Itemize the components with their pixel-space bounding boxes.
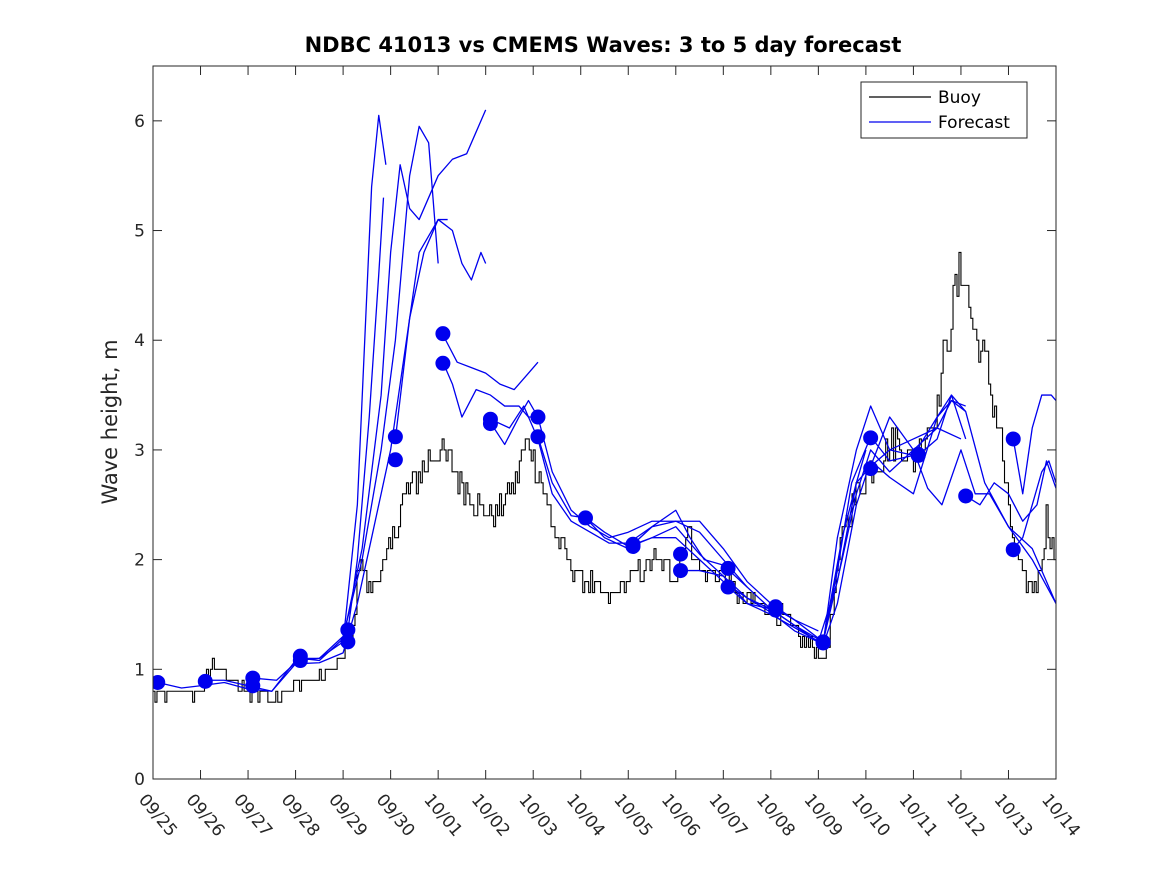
forecast-series-line-1: [157, 218, 487, 692]
y-tick-label: 1: [134, 660, 145, 680]
forecast-series-line-9: [489, 399, 748, 588]
y-tick-label: 2: [134, 551, 145, 571]
legend-buoy-label: Buoy: [938, 88, 981, 108]
y-tick-label: 5: [134, 222, 145, 242]
forecast-series-line-20: [965, 460, 1056, 522]
forecast-series-line-3: [252, 109, 487, 681]
forecast-start-marker: [245, 678, 261, 694]
y-tick-label: 6: [134, 112, 145, 132]
forecast-start-marker: [482, 416, 498, 432]
forecast-series-line-10: [490, 405, 772, 610]
y-tick-label: 4: [134, 331, 145, 351]
forecast-series-line-22: [1012, 460, 1056, 550]
forecast-start-marker: [530, 429, 546, 445]
forecast-start-marker: [815, 635, 831, 651]
forecast-start-marker: [387, 429, 403, 445]
y-axis-label: Wave height, m: [98, 339, 122, 504]
forecast-series-line-7: [442, 334, 539, 391]
y-tick-label: 0: [134, 770, 145, 790]
forecast-series-line-18: [870, 394, 967, 467]
forecast-start-marker: [435, 326, 451, 342]
forecast-start-marker: [197, 673, 213, 689]
forecast-start-marker: [292, 653, 308, 669]
y-tick-label: 3: [134, 441, 145, 461]
forecast-start-marker: [863, 430, 879, 446]
forecast-start-marker: [768, 602, 784, 618]
legend: Buoy Forecast: [860, 81, 1028, 139]
forecast-start-marker: [958, 488, 974, 504]
plot-area: [153, 109, 1056, 703]
forecast-start-marker: [863, 461, 879, 477]
forecast-start-marker: [910, 447, 926, 463]
forecast-series-line-6: [394, 218, 448, 440]
legend-box: [860, 81, 1028, 139]
data-layer: [153, 109, 1056, 703]
forecast-start-marker: [577, 510, 593, 526]
axes-box: [152, 65, 1057, 780]
forecast-start-marker: [720, 579, 736, 595]
forecast-start-marker: [435, 355, 451, 371]
forecast-series-line-4: [300, 114, 387, 659]
forecast-start-marker: [1005, 542, 1021, 558]
forecast-series-line-11: [537, 436, 819, 632]
forecast-start-marker: [625, 538, 641, 554]
forecast-start-marker: [673, 563, 689, 579]
chart-title: NDBC 41013 vs CMEMS Waves: 3 to 5 day fo…: [305, 33, 902, 57]
forecast-start-marker: [340, 634, 356, 650]
forecast-start-marker: [1005, 431, 1021, 447]
forecast-start-marker: [673, 546, 689, 562]
forecast-start-marker: [153, 674, 166, 690]
legend-forecast-label: Forecast: [938, 113, 1010, 133]
forecast-series-line-21: [1012, 394, 1056, 495]
forecast-start-marker: [530, 409, 546, 425]
forecast-series-line-19: [917, 394, 1056, 604]
forecast-series-line-8: [442, 361, 538, 418]
forecast-series-line-5: [347, 197, 385, 632]
forecast-start-marker: [720, 560, 736, 576]
forecast-start-marker: [387, 452, 403, 468]
